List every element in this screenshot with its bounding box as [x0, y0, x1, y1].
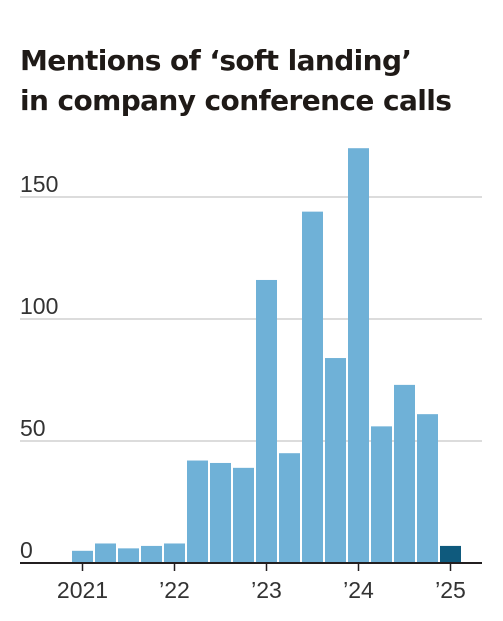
- y-axis-labels: 150 100 50 0: [20, 171, 58, 563]
- bar-0: [72, 550, 93, 563]
- bar-1: [95, 543, 116, 563]
- chart-title-line-1: Mentions of ‘soft landing’: [20, 44, 412, 77]
- bar-15: [417, 414, 438, 563]
- y-tick-label-100: 100: [20, 293, 58, 319]
- bars: [72, 148, 461, 563]
- bar-3: [141, 545, 162, 563]
- x-tick-label-4: ’22: [159, 577, 190, 603]
- bar-4: [164, 543, 185, 563]
- bar-12: [348, 148, 369, 563]
- y-tick-label-150: 150: [20, 171, 58, 197]
- bar-9: [279, 453, 300, 563]
- bar-13: [371, 426, 392, 563]
- bar-7: [233, 467, 254, 563]
- bar-10: [302, 211, 323, 563]
- bar-11: [325, 358, 346, 563]
- x-tick-label-8: ’23: [251, 577, 282, 603]
- bar-8: [256, 279, 277, 563]
- y-tick-label-0: 0: [20, 537, 33, 563]
- y-tick-label-50: 50: [20, 415, 46, 441]
- x-axis: 2021 ’22 ’23 ’24 ’25: [20, 562, 482, 603]
- bar-16: [440, 545, 461, 563]
- x-tick-label-12: ’24: [343, 577, 374, 603]
- x-tick-label-16: ’25: [435, 577, 466, 603]
- bar-6: [210, 462, 231, 563]
- bar-14: [394, 384, 415, 563]
- x-tick-label-0: 2021: [57, 577, 108, 603]
- chart-title: Mentions of ‘soft landing’ in company co…: [20, 41, 495, 121]
- bar-2: [118, 548, 139, 563]
- chart-title-line-2: in company conference calls: [20, 84, 452, 117]
- bar-5: [187, 460, 208, 563]
